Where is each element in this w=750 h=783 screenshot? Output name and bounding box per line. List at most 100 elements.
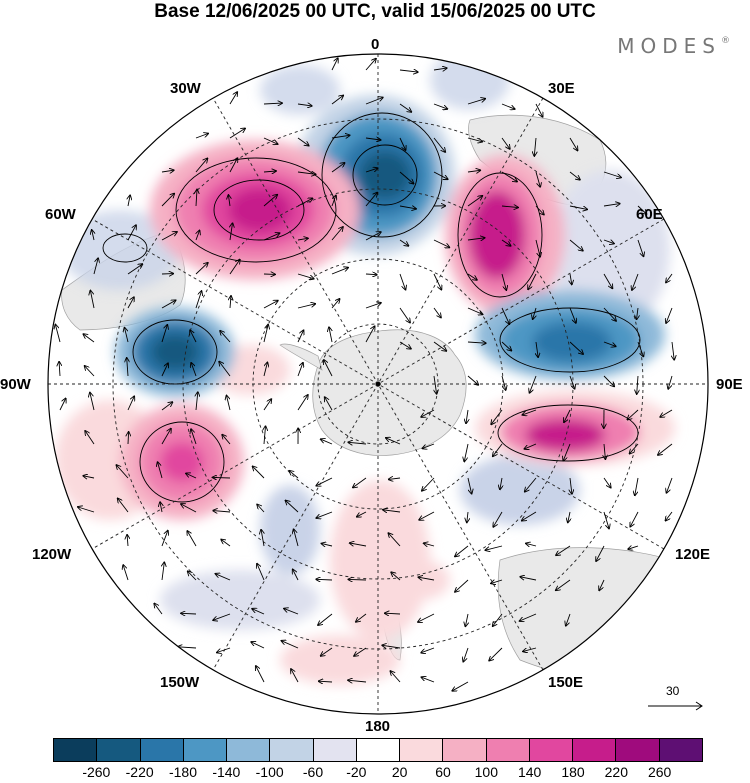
colorbar-tick-label: 20 <box>391 764 408 780</box>
wind-vector <box>350 543 367 546</box>
wind-vector <box>522 511 537 521</box>
wind-vector <box>256 666 265 683</box>
wind-vector <box>463 647 469 662</box>
wind-vector <box>501 206 518 208</box>
lon-label-30w: 30W <box>170 80 201 97</box>
wind-vector <box>389 478 401 479</box>
antarctica <box>312 329 467 456</box>
wind-vector <box>230 223 233 241</box>
wind-vector <box>382 645 401 648</box>
colorbar-swatch <box>312 739 356 761</box>
wind-vector <box>83 334 95 343</box>
wind-vector <box>569 205 587 209</box>
wind-vector <box>399 206 416 209</box>
wind-vector <box>433 307 441 318</box>
brand-text: MODES <box>617 34 721 58</box>
wind-vector <box>127 396 134 411</box>
wind-vector <box>466 409 468 423</box>
wind-vector <box>83 476 95 478</box>
wind-vector <box>603 511 609 529</box>
wind-vector <box>522 409 537 415</box>
wind-vector <box>263 103 282 104</box>
wind-vector <box>433 103 447 109</box>
wind-vector <box>357 511 367 517</box>
wind-vector <box>321 439 333 445</box>
wind-vector <box>637 307 639 319</box>
wind-vector <box>386 438 401 445</box>
wind-vector <box>261 530 264 547</box>
wind-vector <box>59 399 66 411</box>
wind-vector <box>316 477 333 486</box>
wind-vector <box>213 613 231 620</box>
wind-vector <box>391 572 401 581</box>
wind-vector <box>78 507 95 513</box>
wind-vector <box>433 171 448 179</box>
wind-vector <box>158 462 163 479</box>
wind-vector <box>667 477 673 493</box>
wind-vector <box>536 341 538 357</box>
colorbar-swatch <box>139 739 183 761</box>
wind-vector <box>419 511 435 520</box>
wind-vector <box>118 499 129 513</box>
colorbar-swatch <box>226 739 270 761</box>
colorbar-tick-label: -20 <box>346 764 367 780</box>
colorbar-swatch <box>96 739 140 761</box>
lon-label-0: 0 <box>371 36 380 53</box>
wind-vector <box>603 171 621 178</box>
wind-vector <box>297 238 308 240</box>
colorbar-tick-label: -60 <box>302 764 324 780</box>
wind-vector <box>353 477 367 488</box>
wind-vector <box>220 331 231 343</box>
wind-vector <box>116 465 129 479</box>
wind-vector <box>365 326 375 343</box>
wind-vector <box>294 529 299 547</box>
wind-vector <box>264 426 266 445</box>
lon-label-30e: 30E <box>548 80 575 97</box>
lon-label-120w: 120W <box>32 546 72 563</box>
wind-vector <box>316 579 333 580</box>
wind-vector <box>569 341 583 354</box>
wind-vector <box>383 510 401 512</box>
wind-vector <box>257 564 265 581</box>
colorbar-swatch <box>54 739 97 761</box>
wind-vector <box>632 273 639 290</box>
wind-vector <box>195 134 208 139</box>
wind-vector <box>297 137 309 146</box>
wind-vector <box>92 230 94 241</box>
wind-vector <box>263 399 271 411</box>
wind-vector <box>228 195 230 207</box>
wind-vector <box>535 103 543 117</box>
wind-vector <box>452 681 469 691</box>
wind-vector <box>467 307 483 314</box>
wind-vector <box>666 511 673 521</box>
colorbar-tick-label: 60 <box>435 764 451 780</box>
wind-vector <box>501 273 506 290</box>
wind-vector <box>467 238 485 240</box>
wind-vector <box>564 409 571 422</box>
wind-vector <box>331 299 340 309</box>
wind-vectors <box>55 58 674 691</box>
colorbar-swatch <box>182 739 227 761</box>
wind-vector <box>329 327 332 343</box>
colorbar-swatch <box>572 739 616 761</box>
wind-vector <box>251 642 265 649</box>
wind-vector <box>489 647 503 661</box>
wind-vector <box>399 137 406 150</box>
wind-vector <box>455 579 469 592</box>
wind-vector <box>399 341 411 349</box>
wind-vector <box>325 397 333 411</box>
wind-vector <box>297 330 304 343</box>
wind-vector <box>161 531 168 547</box>
wind-vector <box>161 402 172 411</box>
wind-vector <box>569 307 576 323</box>
wind-vector <box>556 545 571 555</box>
wind-vector <box>491 580 503 583</box>
wind-vector <box>195 291 202 309</box>
wind-vector <box>196 190 197 207</box>
wind-vector <box>668 375 673 389</box>
wind-vector <box>523 647 537 651</box>
wind-vector <box>331 58 338 71</box>
colorbar-swatch <box>485 739 529 761</box>
wind-vector <box>181 613 197 614</box>
wind-vector <box>331 268 348 275</box>
